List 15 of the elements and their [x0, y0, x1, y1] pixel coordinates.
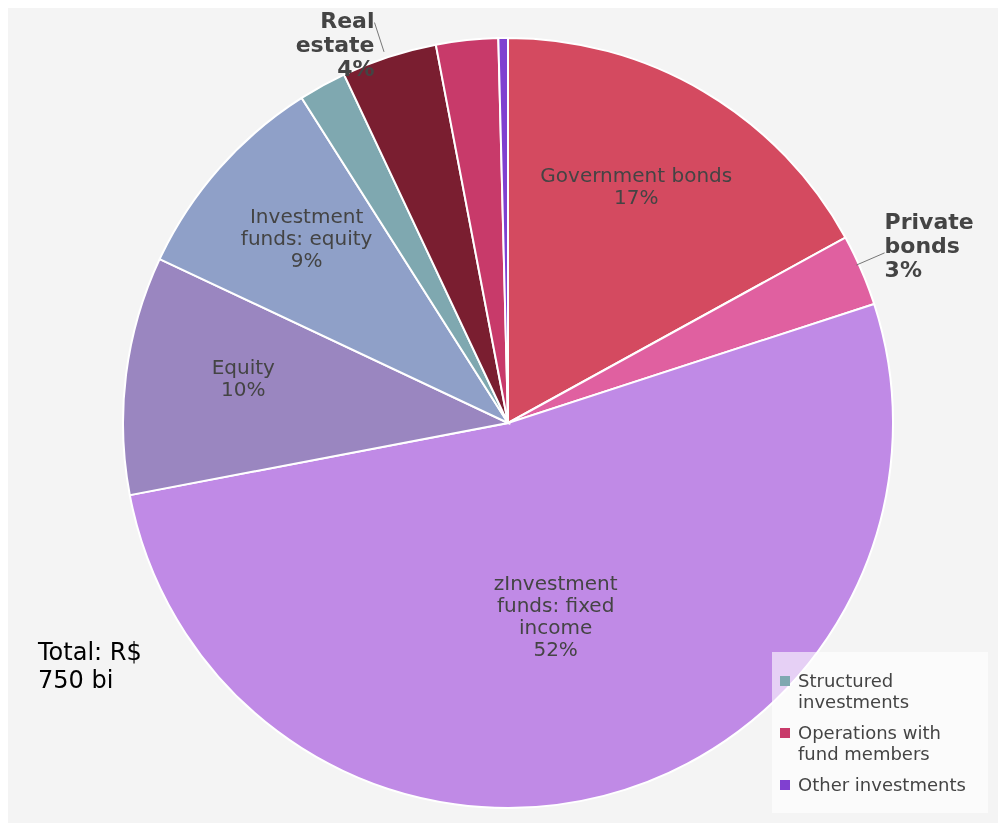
- legend-label: Structured investments: [798, 670, 911, 712]
- slice-label: Government bonds: [540, 162, 733, 187]
- data-label: 17%: [614, 184, 659, 209]
- slice-label: zInvestment funds: fixed income: [493, 571, 618, 640]
- data-label: 3%: [884, 257, 922, 283]
- text: Total: R$ 750 bi: [38, 638, 143, 694]
- slice-label: Equity: [211, 355, 276, 380]
- slice-label: Private bonds: [884, 208, 974, 258]
- legend-label: Operations with fund members: [798, 722, 942, 764]
- data-label: 10%: [221, 377, 266, 402]
- data-label: 9%: [290, 247, 323, 272]
- data-label: 52%: [533, 637, 578, 662]
- legend-label: Other investments: [798, 774, 966, 795]
- slice-label: Real estate: [295, 8, 375, 58]
- slice-label: Investment funds: equity: [240, 203, 373, 250]
